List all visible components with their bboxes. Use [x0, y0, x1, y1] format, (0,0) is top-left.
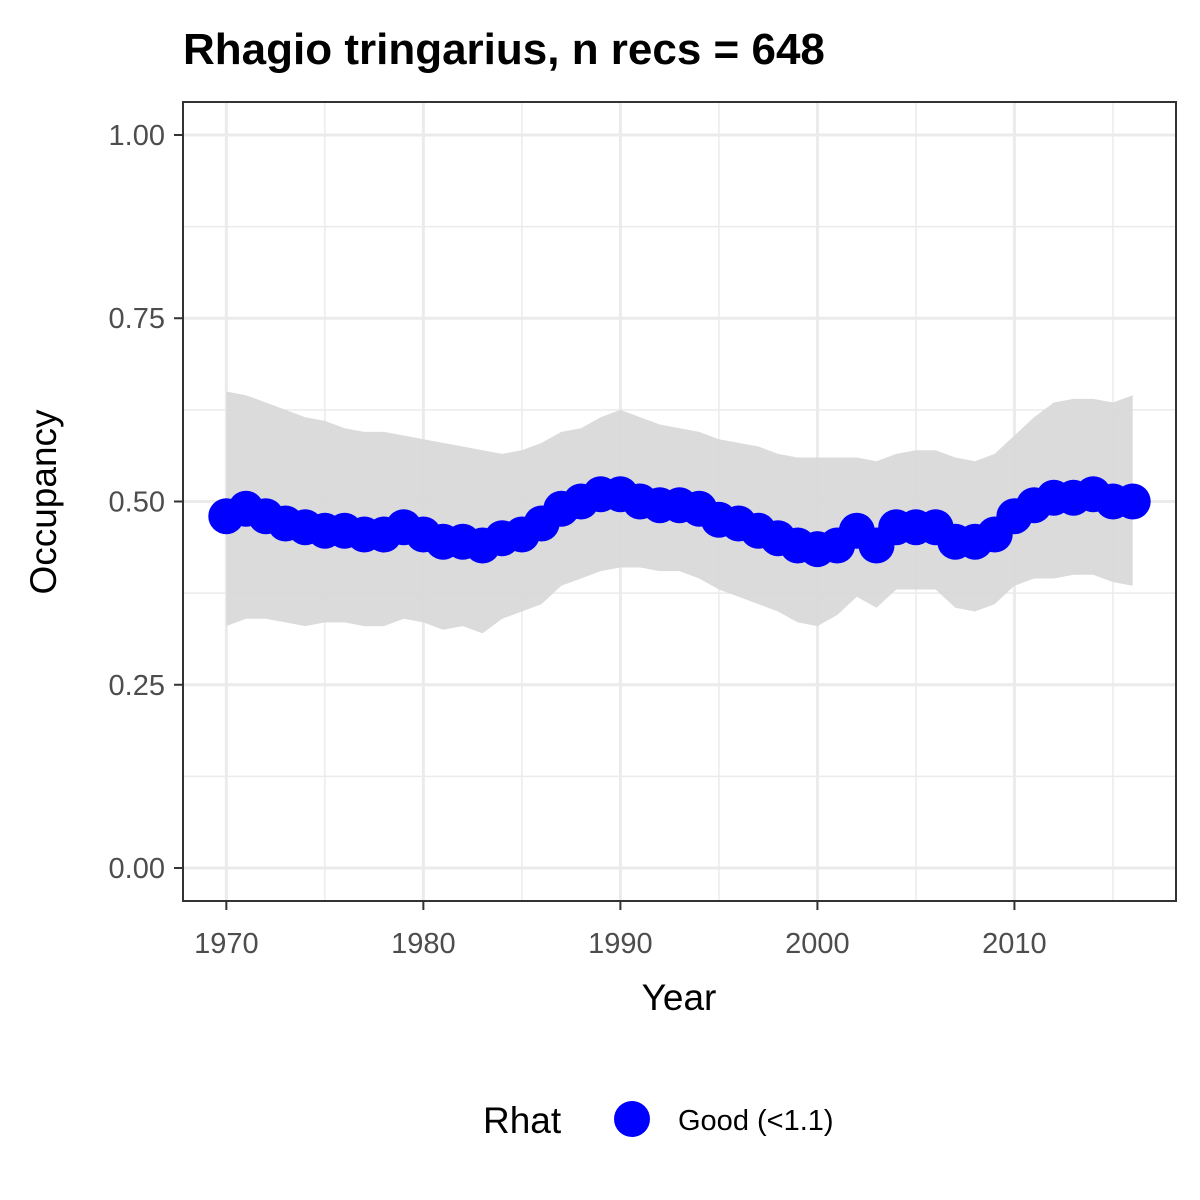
data-points-layer: [208, 476, 1151, 568]
y-tick-label: 1.00: [109, 120, 165, 152]
x-tick-label: 2010: [982, 928, 1047, 960]
data-point: [1114, 483, 1151, 520]
x-tick-label: 1980: [391, 928, 456, 960]
y-tick-label: 0.75: [109, 303, 165, 335]
x-tick-label: 1990: [588, 928, 653, 960]
x-axis-title: Year: [642, 977, 717, 1018]
legend-key-point: [614, 1101, 650, 1137]
legend-label: Good (<1.1): [678, 1105, 834, 1137]
legend: Rhat Good (<1.1): [483, 1100, 834, 1141]
x-tick-label: 1970: [194, 928, 259, 960]
axes: 1970 1980 1990 2000 2010 0.00 0.25 0.50 0.75 1.00: [109, 120, 1047, 960]
y-tick-label: 0.50: [109, 487, 165, 519]
y-tick-label: 0.25: [109, 670, 165, 702]
y-tick-label: 0.00: [109, 853, 165, 885]
legend-title: Rhat: [483, 1100, 562, 1141]
x-tick-label: 2000: [785, 928, 850, 960]
chart-title: Rhagio tringarius, n recs = 648: [183, 25, 825, 74]
y-axis-title: Occupancy: [23, 409, 64, 595]
